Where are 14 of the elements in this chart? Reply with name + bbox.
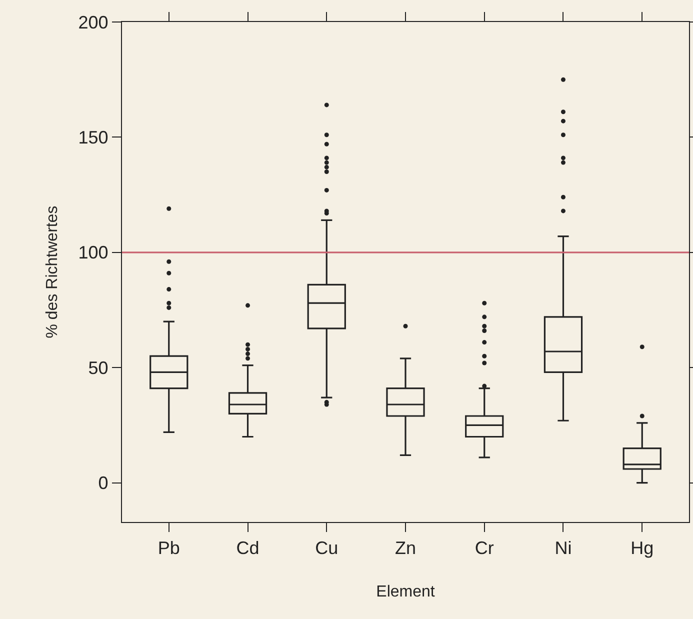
y-tick-label: 0 <box>98 473 108 494</box>
x-tick-label: Cd <box>236 538 260 558</box>
y-axis-title: % des Richtwertes <box>44 206 62 338</box>
x-tick-label: Ni <box>554 538 572 558</box>
y-tick-label: 200 <box>78 12 108 32</box>
x-tick-label: Cr <box>474 538 494 558</box>
x-tick-label: Hg <box>630 538 654 558</box>
y-tick-label: 100 <box>78 242 108 263</box>
x-tick-label: Zn <box>394 538 416 558</box>
y-tick-label: 150 <box>78 128 108 148</box>
x-tick-label: Pb <box>158 538 180 558</box>
y-tick-label: 50 <box>88 358 108 378</box>
x-axis-title: Element <box>376 583 436 600</box>
x-tick-label: Cu <box>315 538 338 558</box>
